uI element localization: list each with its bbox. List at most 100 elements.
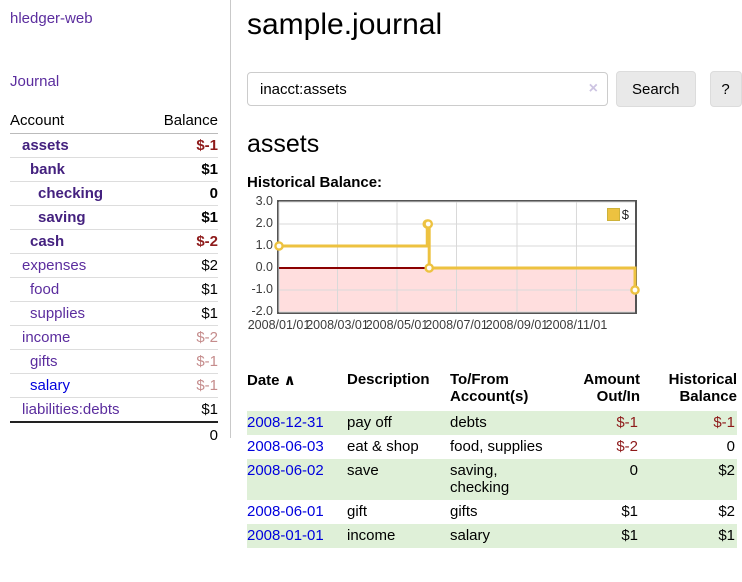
- account-balance: $1: [149, 397, 218, 423]
- register-row: 2008-06-02 save saving, checking 0 $2: [247, 459, 737, 500]
- chart-canvas: [274, 201, 640, 313]
- account-link[interactable]: income: [22, 329, 71, 346]
- transaction-accounts: salary: [450, 527, 491, 544]
- transaction-description: income: [347, 527, 396, 544]
- account-link[interactable]: expenses: [22, 257, 87, 274]
- account-link[interactable]: food: [30, 281, 60, 298]
- transaction-date-link[interactable]: 2008-12-31: [247, 414, 324, 431]
- sort-ascending-icon[interactable]: ∧: [279, 372, 296, 389]
- legend-swatch-icon: [606, 208, 620, 221]
- nav-journal-link[interactable]: Journal: [10, 73, 60, 90]
- transaction-amount: $-1: [616, 414, 638, 431]
- search-bar: × Search ?: [247, 71, 742, 107]
- account-balance: $-1: [149, 133, 218, 158]
- account-link[interactable]: gifts: [30, 353, 58, 370]
- y-tick-label: 1.0: [255, 238, 273, 252]
- register-row: 2008-06-01 gift gifts $1 $2: [247, 500, 737, 524]
- transaction-amount: $1: [621, 503, 638, 520]
- accounts-header-account: Account: [10, 109, 150, 134]
- y-tick-label: 0.0: [255, 260, 273, 274]
- register-header-to-from-account-s-: To/From Account(s): [450, 371, 529, 405]
- data-point-marker: [424, 263, 435, 273]
- register-header-row: Date ∧ Description To/From Account(s) Amoun…: [247, 371, 737, 411]
- account-balance: $1: [149, 301, 218, 326]
- data-point-marker: [630, 285, 640, 295]
- register-row: 2008-12-31 pay off debts $-1 $-1: [247, 411, 737, 435]
- account-link[interactable]: checking: [38, 185, 104, 202]
- sidebar: hledger-web Journal Account Balance asse…: [0, 0, 231, 448]
- y-tick-label: 2.0: [255, 216, 273, 230]
- account-row: gifts $-1: [10, 349, 218, 374]
- account-balance: $-2: [149, 325, 218, 350]
- account-link[interactable]: liabilities:debts: [22, 401, 120, 418]
- accounts-header-balance: Balance: [149, 109, 218, 134]
- chart-plot-area[interactable]: $: [274, 200, 640, 314]
- account-link[interactable]: salary: [30, 377, 71, 394]
- search-button[interactable]: Search: [616, 71, 696, 107]
- account-balance: 0: [149, 181, 218, 206]
- register-header-date[interactable]: Date ∧: [247, 372, 296, 389]
- transaction-balance: 0: [726, 438, 735, 455]
- account-balance: $-2: [149, 229, 218, 254]
- x-tick-label: 2008/09/01: [485, 318, 549, 332]
- accounts-table-header: Account Balance: [10, 109, 218, 134]
- account-link[interactable]: supplies: [30, 305, 86, 322]
- x-tick-label: 2008/11/01: [545, 318, 608, 332]
- accounts-total-balance: 0: [149, 421, 218, 448]
- transaction-amount: $-2: [616, 438, 638, 455]
- account-row: food $1: [10, 277, 218, 302]
- account-row: supplies $1: [10, 301, 218, 326]
- page-title: sample.journal: [247, 8, 443, 41]
- app-brand-link[interactable]: hledger-web: [10, 10, 93, 27]
- transaction-accounts: debts: [450, 414, 487, 431]
- register-row: 2008-06-03 eat & shop food, supplies $-2…: [247, 435, 737, 459]
- transaction-accounts: food, supplies: [450, 438, 543, 455]
- data-point-marker: [274, 241, 284, 251]
- transaction-date-link[interactable]: 2008-06-03: [247, 438, 324, 455]
- register-table: Date ∧ Description To/From Account(s) Amoun…: [247, 371, 737, 548]
- y-tick-label: 3.0: [255, 194, 273, 208]
- clear-search-icon[interactable]: ×: [588, 80, 598, 97]
- transaction-date-link[interactable]: 2008-06-02: [247, 462, 324, 479]
- accounts-total-row: 0: [10, 421, 218, 448]
- account-link[interactable]: cash: [30, 233, 65, 250]
- account-row: salary $-1: [10, 373, 218, 398]
- x-tick-label: 2008/05/01: [365, 318, 429, 332]
- legend-label: $: [621, 207, 629, 222]
- x-tick-label: 2008/07/01: [425, 318, 488, 332]
- transaction-balance: $2: [718, 503, 735, 520]
- account-heading: assets: [247, 130, 320, 158]
- transaction-date-link[interactable]: 2008-01-01: [247, 527, 324, 544]
- account-row: liabilities:debts $1: [10, 397, 218, 423]
- spacer: [10, 421, 150, 448]
- x-tick-label: 2008/03/01: [306, 318, 369, 332]
- chart-legend: $: [605, 207, 630, 222]
- account-row: checking 0: [10, 181, 218, 206]
- transaction-amount: $1: [621, 527, 638, 544]
- account-balance: $-1: [149, 373, 218, 398]
- register-header-amount-out-in: Amount Out/In: [583, 371, 640, 405]
- transaction-balance: $1: [718, 527, 735, 544]
- y-tick-label: -2.0: [251, 304, 273, 318]
- account-balance: $1: [149, 277, 218, 302]
- account-balance: $1: [149, 157, 218, 182]
- account-row: saving $1: [10, 205, 218, 230]
- transaction-description: pay off: [347, 414, 392, 431]
- account-link[interactable]: bank: [30, 161, 66, 178]
- account-row: assets $-1: [10, 133, 218, 158]
- account-link[interactable]: assets: [22, 137, 69, 154]
- account-balance: $2: [149, 253, 218, 278]
- account-row: bank $1: [10, 157, 218, 182]
- transaction-amount: 0: [629, 462, 638, 479]
- search-input[interactable]: [247, 72, 608, 106]
- account-link[interactable]: saving: [38, 209, 86, 226]
- transaction-description: gift: [347, 503, 368, 520]
- transaction-accounts: gifts: [450, 503, 478, 520]
- transaction-balance: $-1: [713, 414, 735, 431]
- y-tick-label: -1.0: [251, 282, 273, 296]
- transaction-description: eat & shop: [347, 438, 419, 455]
- main-content: sample.journal × Search ? assets Histori…: [247, 0, 742, 548]
- transaction-accounts: saving, checking: [450, 462, 510, 496]
- transaction-date-link[interactable]: 2008-06-01: [247, 503, 324, 520]
- help-button[interactable]: ?: [709, 71, 742, 107]
